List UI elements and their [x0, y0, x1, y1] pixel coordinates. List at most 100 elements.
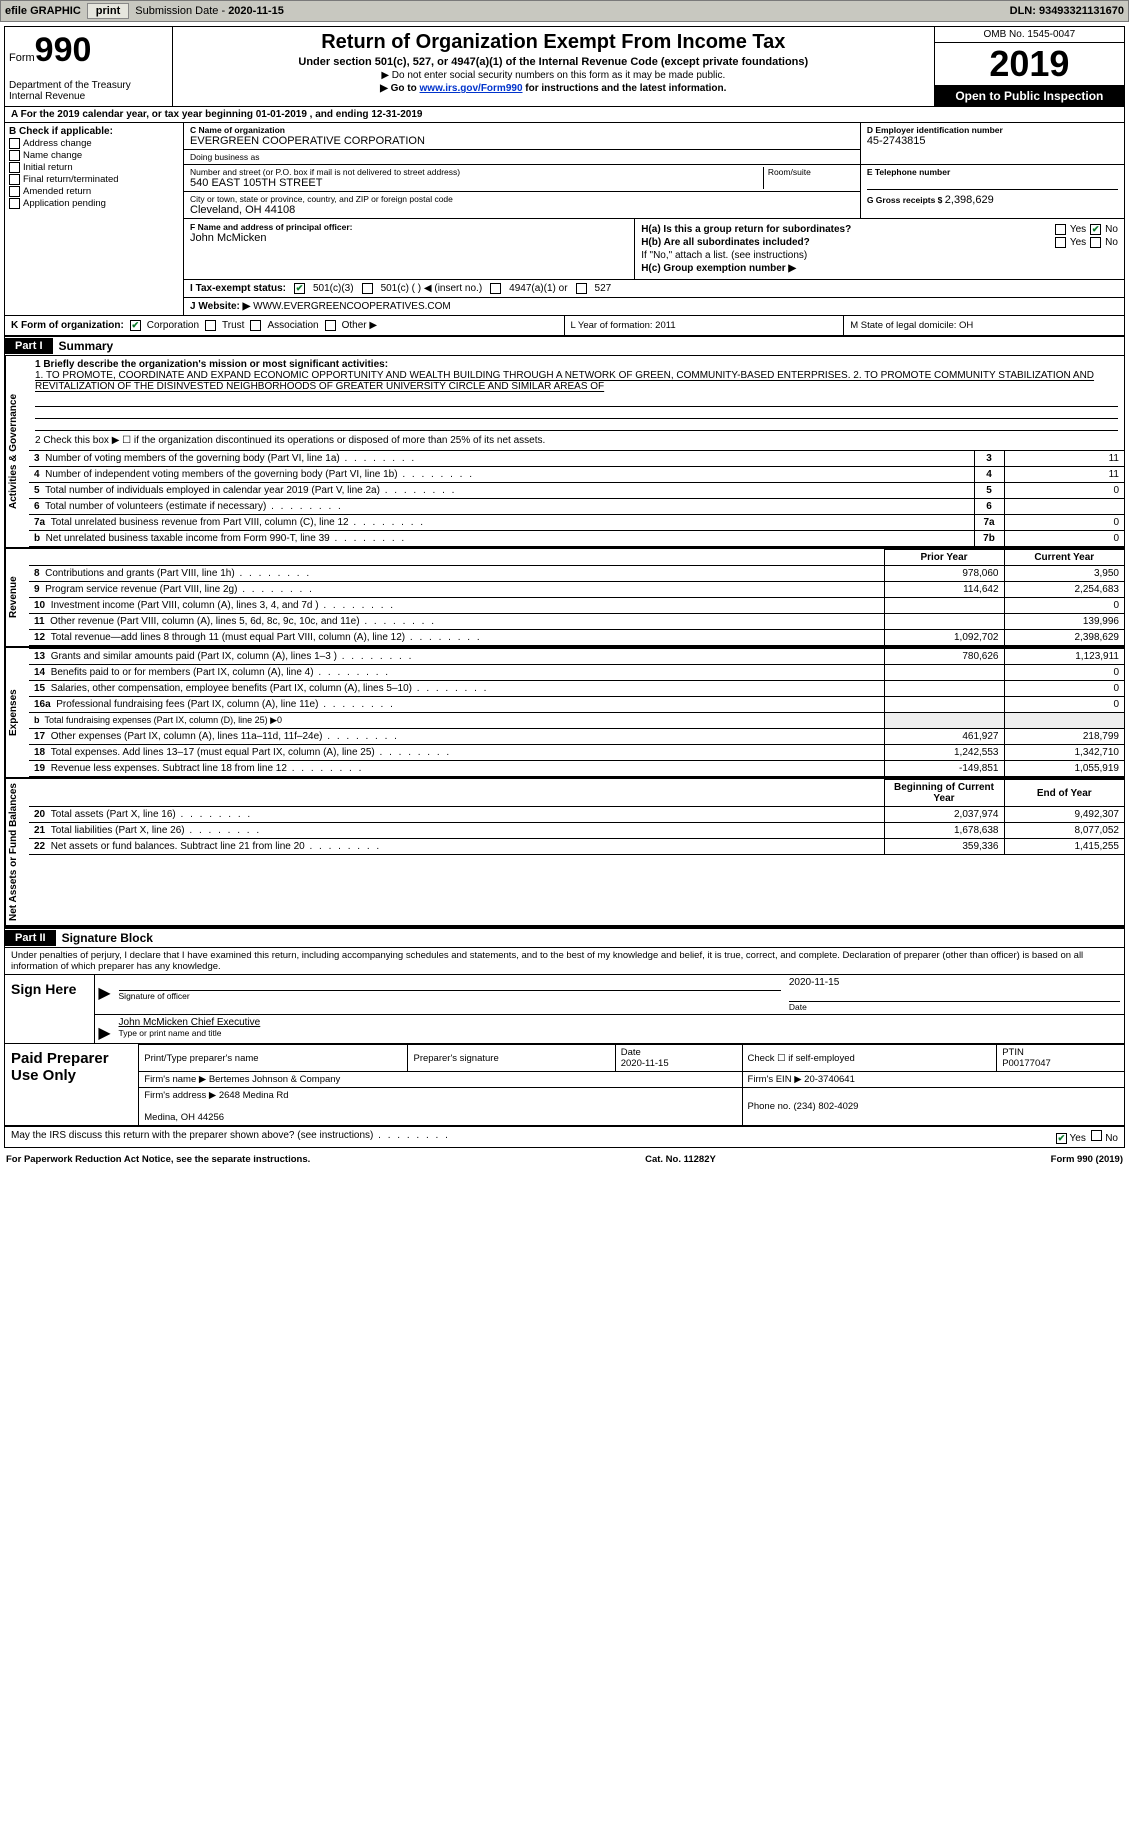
discuss-no[interactable]	[1091, 1130, 1102, 1141]
form-subtitle: Under section 501(c), 527, or 4947(a)(1)…	[181, 56, 926, 68]
chk-501c3[interactable]	[294, 283, 305, 294]
city-label: City or town, state or province, country…	[190, 194, 854, 204]
open-to-public: Open to Public Inspection	[935, 86, 1124, 106]
print-button[interactable]: print	[87, 3, 129, 19]
hb-note: If "No," attach a list. (see instruction…	[641, 250, 1118, 261]
dept-treasury: Department of the TreasuryInternal Reven…	[9, 80, 168, 102]
dba-label: Doing business as	[190, 152, 854, 162]
row-k: K Form of organization: Corporation Trus…	[5, 316, 565, 335]
vtab-nab: Net Assets or Fund Balances	[5, 779, 29, 925]
submission-label: Submission Date - 2020-11-15	[135, 5, 284, 17]
chk-corp[interactable]	[130, 320, 141, 331]
street: 540 EAST 105TH STREET	[190, 177, 759, 189]
tax-year: 2019	[935, 43, 1124, 86]
hc-label: H(c) Group exemption number ▶	[641, 263, 1118, 274]
efile-topbar: efile GRAPHIC print Submission Date - 20…	[0, 0, 1129, 22]
sig-officer-label: Signature of officer	[119, 991, 781, 1001]
chk-other[interactable]	[325, 320, 336, 331]
prep-name-hdr: Print/Type preparer's name	[139, 1045, 408, 1072]
ha-label: H(a) Is this a group return for subordin…	[641, 224, 851, 235]
firm-addr: 2648 Medina Rd	[219, 1090, 289, 1101]
chk-amended[interactable]	[9, 186, 20, 197]
form-990: Form990 Department of the TreasuryIntern…	[4, 26, 1125, 1148]
chk-trust[interactable]	[205, 320, 216, 331]
firm-ein: 20-3740641	[804, 1074, 855, 1085]
paid-preparer-label: Paid Preparer Use Only	[5, 1044, 139, 1125]
part-ii-tag: Part II	[5, 930, 56, 946]
form-header: Form990 Department of the TreasuryIntern…	[5, 27, 1124, 107]
part-ii-title: Signature Block	[56, 931, 153, 945]
typed-label: Type or print name and title	[119, 1028, 1120, 1038]
chk-app-pending[interactable]	[9, 198, 20, 209]
ptin: P00177047	[1002, 1058, 1051, 1069]
c-name-label: C Name of organization	[190, 125, 854, 135]
hb-no[interactable]	[1090, 237, 1101, 248]
org-name: EVERGREEN COOPERATIVE CORPORATION	[190, 135, 854, 147]
rev-table: Prior YearCurrent Year 8 Contributions a…	[29, 549, 1124, 646]
row-i-tax-status: I Tax-exempt status: 501(c)(3) 501(c) ( …	[184, 279, 1124, 298]
f-officer: John McMicken	[190, 232, 628, 244]
goto-note: ▶ Go to www.irs.gov/Form990 for instruct…	[181, 83, 926, 94]
city: Cleveland, OH 44108	[190, 204, 854, 216]
firm-name: Bertemes Johnson & Company	[209, 1074, 340, 1085]
ruled-line	[35, 419, 1118, 431]
pra-notice: For Paperwork Reduction Act Notice, see …	[6, 1154, 310, 1165]
chk-initial-return[interactable]	[9, 162, 20, 173]
section-b: B Check if applicable: Address change Na…	[5, 123, 184, 315]
form990-link[interactable]: www.irs.gov/Form990	[420, 83, 523, 94]
d-ein: 45-2743815	[867, 135, 1118, 147]
discuss-yes[interactable]	[1056, 1133, 1067, 1144]
ssn-note: ▶ Do not enter social security numbers o…	[181, 70, 926, 81]
chk-address-change[interactable]	[9, 138, 20, 149]
ha-yes[interactable]	[1055, 224, 1066, 235]
vtab-rev: Revenue	[5, 549, 29, 646]
chk-name-change[interactable]	[9, 150, 20, 161]
chk-527[interactable]	[576, 283, 587, 294]
hb-yes[interactable]	[1055, 237, 1066, 248]
dln: DLN: 93493321131670	[1010, 5, 1124, 17]
part-i-title: Summary	[53, 339, 114, 353]
form-footer: Form 990 (2019)	[1051, 1154, 1123, 1165]
vtab-gov: Activities & Governance	[5, 356, 29, 547]
prep-date: 2020-11-15	[621, 1058, 669, 1069]
perjury-note: Under penalties of perjury, I declare th…	[5, 948, 1124, 974]
paid-preparer-block: Paid Preparer Use Only Print/Type prepar…	[5, 1044, 1124, 1126]
chk-final-return[interactable]	[9, 174, 20, 185]
sign-here: Sign Here	[5, 975, 95, 1043]
line-1: 1 Briefly describe the organization's mi…	[29, 356, 1124, 395]
typed-name: John McMicken Chief Executive	[119, 1017, 1120, 1028]
f-officer-label: F Name and address of principal officer:	[190, 222, 628, 232]
chk-4947[interactable]	[490, 283, 501, 294]
self-emp: Check ☐ if self-employed	[742, 1045, 997, 1072]
b-header: B Check if applicable:	[9, 126, 179, 137]
chk-501c[interactable]	[362, 283, 373, 294]
g-gross-label: G Gross receipts $	[867, 195, 945, 205]
efile-label: efile GRAPHIC	[5, 5, 81, 17]
sign-here-block: Sign Here ▶ Signature of officer 2020-11…	[5, 974, 1124, 1044]
row-a-period: A For the 2019 calendar year, or tax yea…	[5, 107, 1124, 123]
d-ein-label: D Employer identification number	[867, 125, 1118, 135]
part-i-tag: Part I	[5, 338, 53, 354]
e-phone-label: E Telephone number	[867, 167, 1118, 177]
sig-date-label: Date	[789, 1002, 1120, 1012]
arrow-icon: ▶	[95, 975, 115, 1014]
sig-date: 2020-11-15	[789, 977, 1120, 988]
g-gross: 2,398,629	[945, 194, 994, 206]
room-label: Room/suite	[768, 167, 854, 177]
chk-assoc[interactable]	[250, 320, 261, 331]
prep-sig-hdr: Preparer's signature	[408, 1045, 615, 1072]
discuss-row: May the IRS discuss this return with the…	[5, 1126, 1124, 1147]
omb-number: OMB No. 1545-0047	[935, 27, 1124, 43]
nab-table: Beginning of Current YearEnd of Year 20 …	[29, 779, 1124, 855]
hb-label: H(b) Are all subordinates included?	[641, 237, 810, 248]
ha-no[interactable]	[1090, 224, 1101, 235]
ruled-line	[35, 407, 1118, 419]
gov-table: 3 Number of voting members of the govern…	[29, 450, 1124, 547]
arrow-icon: ▶	[95, 1015, 115, 1043]
exp-table: 13 Grants and similar amounts paid (Part…	[29, 648, 1124, 777]
street-label: Number and street (or P.O. box if mail i…	[190, 167, 759, 177]
j-website-label: J Website: ▶	[190, 301, 250, 312]
ruled-line	[35, 395, 1118, 407]
form-title: Return of Organization Exempt From Incom…	[181, 31, 926, 54]
vtab-exp: Expenses	[5, 648, 29, 777]
